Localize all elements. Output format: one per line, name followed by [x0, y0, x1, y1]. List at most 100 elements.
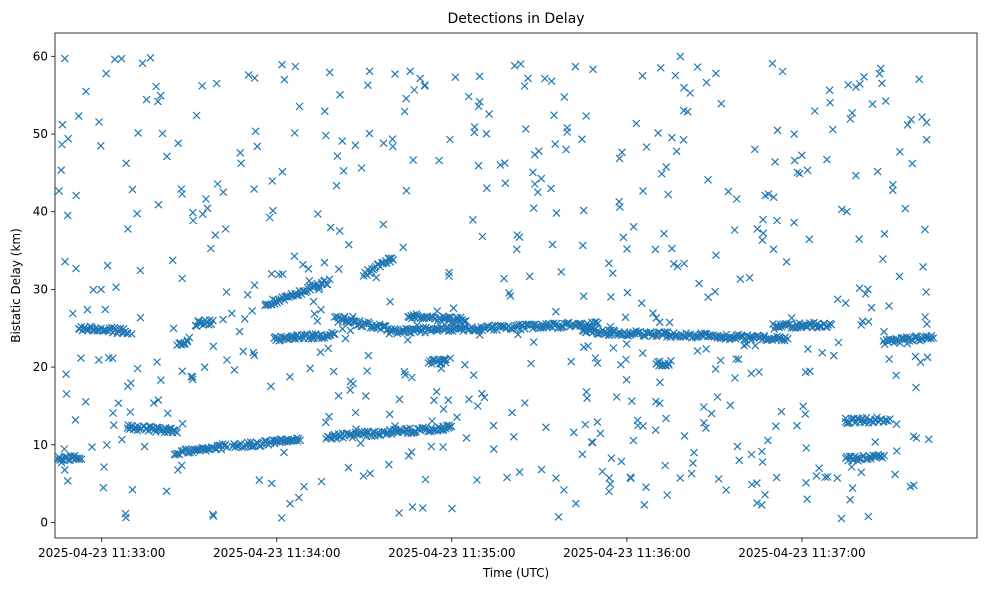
detection-marker: [912, 383, 920, 392]
detection-marker: [400, 367, 409, 376]
detection-marker: [714, 474, 723, 483]
detection-marker: [475, 97, 484, 106]
detection-marker: [583, 394, 592, 403]
detection-marker: [875, 69, 884, 78]
detection-marker: [126, 408, 135, 416]
detection-marker: [732, 355, 741, 363]
detection-marker: [667, 244, 676, 253]
detection-marker: [110, 55, 119, 64]
detection-marker: [315, 283, 324, 292]
detection-marker: [445, 135, 454, 144]
detection-marker: [366, 469, 375, 478]
detection-marker: [339, 166, 348, 175]
detection-marker: [578, 135, 586, 144]
detection-marker: [475, 326, 483, 335]
detection-marker: [286, 499, 295, 508]
detection-marker: [790, 130, 799, 139]
detection-marker: [447, 422, 456, 431]
detection-marker: [372, 273, 381, 282]
detection-marker: [57, 140, 66, 149]
detection-marker: [579, 292, 588, 301]
detection-marker: [401, 370, 410, 379]
detection-marker: [797, 151, 806, 160]
detection-marker: [554, 512, 563, 521]
detection-marker: [542, 423, 550, 432]
detection-marker: [527, 359, 535, 368]
detection-marker: [81, 87, 90, 96]
detection-marker: [655, 399, 664, 408]
detection-marker: [403, 335, 412, 344]
detection-marker: [62, 390, 71, 398]
detection-marker: [317, 477, 326, 486]
detection-marker: [676, 474, 685, 483]
detection-marker: [537, 465, 546, 474]
detection-marker: [699, 418, 708, 427]
detection-marker: [298, 260, 307, 269]
detection-marker: [117, 435, 126, 444]
detection-marker: [308, 283, 317, 292]
detection-marker: [609, 344, 618, 352]
detection-marker: [485, 110, 494, 119]
detection-marker: [410, 86, 419, 94]
detection-marker: [212, 79, 221, 88]
detection-marker: [267, 269, 276, 278]
detection-marker: [810, 107, 819, 115]
detection-marker: [326, 223, 335, 232]
detection-marker: [386, 297, 395, 306]
detection-marker: [548, 240, 557, 249]
detection-marker: [680, 259, 689, 268]
detection-marker: [618, 148, 626, 157]
detection-marker: [860, 72, 868, 81]
detection-marker: [803, 345, 812, 354]
detection-marker: [847, 463, 856, 471]
detection-marker: [460, 360, 469, 369]
detection-marker: [188, 372, 197, 381]
detection-marker: [821, 473, 830, 482]
detection-marker: [594, 319, 602, 328]
detection-marker: [268, 206, 277, 215]
detection-marker: [562, 145, 571, 154]
detection-marker: [740, 341, 749, 350]
detection-marker: [790, 156, 799, 165]
detection-marker: [208, 510, 217, 519]
detection-marker: [578, 241, 587, 250]
detection-marker: [379, 220, 388, 229]
detection-marker: [873, 167, 882, 176]
detection-marker: [278, 167, 287, 176]
detection-marker: [178, 274, 187, 283]
detection-marker: [386, 327, 395, 336]
detection-marker: [880, 229, 889, 238]
detection-marker: [509, 432, 518, 441]
detection-marker: [274, 270, 283, 279]
detection-marker: [654, 129, 663, 138]
detection-marker: [248, 306, 257, 315]
detection-marker: [97, 285, 106, 294]
detection-marker: [236, 148, 245, 157]
detection-marker: [642, 143, 651, 151]
detection-marker: [763, 436, 772, 445]
detection-marker: [773, 126, 782, 135]
detection-marker: [632, 119, 641, 128]
detection-marker: [929, 334, 938, 342]
detection-marker: [730, 374, 739, 382]
detection-marker: [304, 264, 313, 273]
detection-marker: [752, 479, 761, 488]
detection-marker: [156, 425, 165, 434]
detection-marker: [416, 74, 425, 83]
detection-marker: [712, 251, 720, 260]
detection-marker: [337, 315, 346, 324]
detection-marker: [530, 180, 539, 188]
detection-marker: [114, 399, 123, 408]
detection-marker: [676, 52, 685, 61]
detection-marker: [474, 161, 483, 170]
detection-marker: [385, 410, 394, 419]
detection-marker: [267, 479, 276, 488]
detection-marker: [432, 387, 441, 396]
detection-marker: [363, 367, 372, 375]
x-tick-label: 2025-04-23 11:36:00: [563, 546, 690, 560]
detection-marker: [633, 421, 642, 430]
detection-marker: [57, 166, 66, 175]
detection-marker: [117, 54, 126, 63]
detection-marker: [908, 159, 917, 168]
detection-marker: [109, 409, 117, 417]
